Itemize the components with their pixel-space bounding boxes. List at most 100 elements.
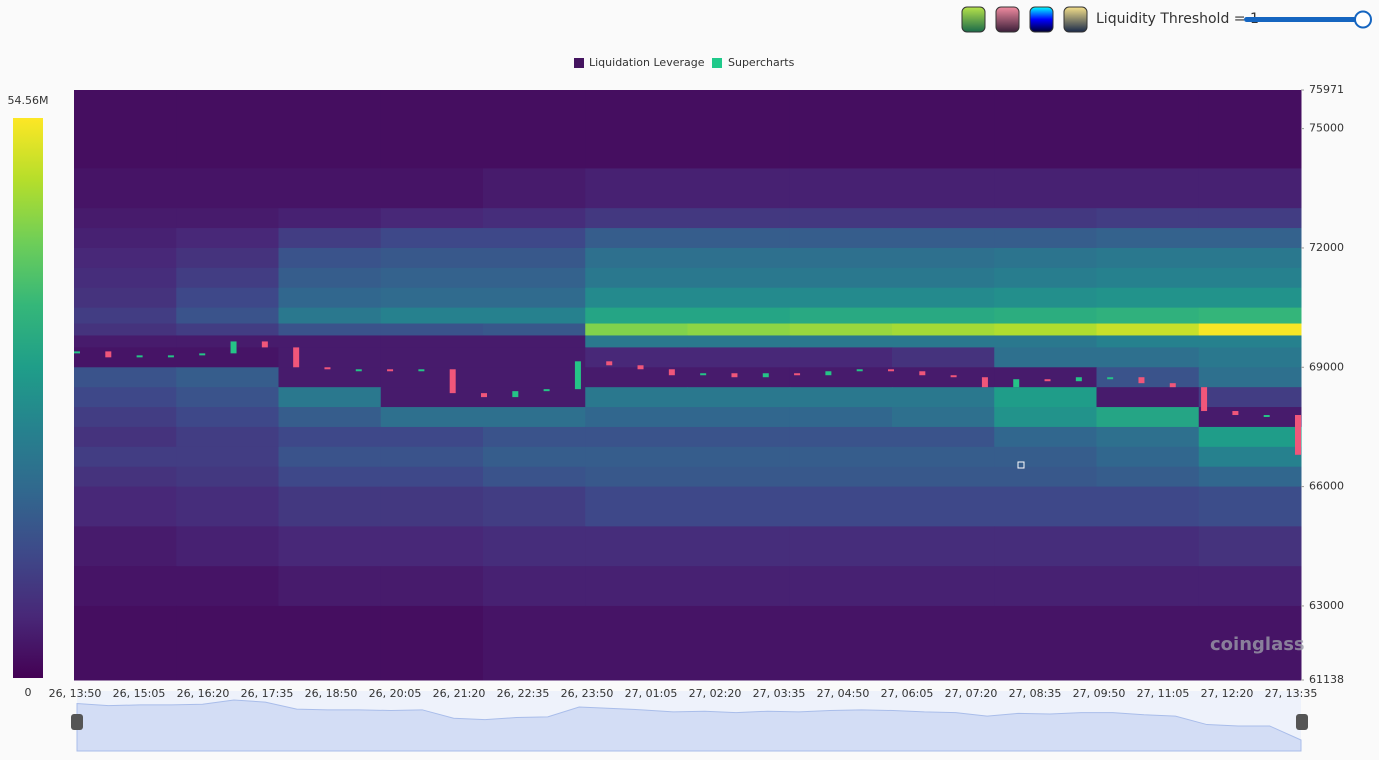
heat-cell	[483, 467, 586, 487]
threshold-slider[interactable]	[1244, 17, 1364, 22]
heat-cell	[1097, 168, 1200, 208]
heat-cell	[994, 347, 1097, 367]
heat-cell	[279, 308, 382, 324]
heat-cell	[279, 324, 382, 336]
heat-cell	[1097, 447, 1200, 467]
heat-cell	[483, 526, 586, 566]
heat-cell	[1199, 90, 1302, 169]
heat-cell	[892, 467, 995, 487]
heat-cell	[1199, 308, 1302, 324]
heat-cell	[688, 248, 791, 268]
heat-cell	[74, 447, 177, 467]
candle	[512, 391, 518, 397]
candle	[951, 375, 957, 377]
heat-cell	[74, 526, 177, 566]
heat-cell	[74, 367, 177, 387]
candle	[1170, 383, 1176, 387]
heat-cell	[381, 387, 484, 407]
heat-cell	[381, 168, 484, 208]
legend-label[interactable]: Supercharts	[728, 56, 795, 69]
x-tick-label: 26, 16:20	[177, 687, 230, 700]
heat-cell	[1199, 447, 1302, 467]
heat-cell	[585, 526, 688, 566]
candle	[481, 393, 487, 397]
heat-cell	[585, 335, 688, 347]
heat-cell	[483, 407, 586, 427]
heat-cell	[279, 208, 382, 228]
heat-cell	[892, 90, 995, 169]
candle	[105, 351, 111, 357]
heat-cell	[74, 324, 177, 336]
heat-cell	[790, 208, 893, 228]
color-bar-label: 54.56M	[8, 94, 49, 107]
x-tick-label: 27, 03:35	[753, 687, 806, 700]
heat-cell	[994, 387, 1097, 407]
heat-cell	[994, 467, 1097, 487]
heat-cell	[176, 90, 279, 169]
candle	[168, 355, 174, 357]
heat-cell	[483, 606, 586, 681]
heat-cell	[279, 467, 382, 487]
candle	[324, 367, 330, 369]
heat-cell	[790, 288, 893, 308]
slider-knob[interactable]	[1355, 12, 1371, 28]
x-tick-label: 26, 13:50	[49, 687, 102, 700]
heat-cell	[892, 387, 995, 407]
y-tick-label: 75000	[1309, 122, 1344, 135]
x-tick-label: 26, 15:05	[113, 687, 166, 700]
heat-cell	[892, 324, 995, 336]
heat-cell	[688, 606, 791, 681]
candle	[293, 347, 299, 367]
heat-cell	[483, 308, 586, 324]
heat-cell	[892, 487, 995, 527]
heat-cell	[483, 427, 586, 447]
heat-cell	[1097, 228, 1200, 248]
x-tick-label: 27, 06:05	[881, 687, 934, 700]
heat-cell	[74, 427, 177, 447]
heat-cell	[176, 228, 279, 248]
x-tick-label: 26, 23:50	[561, 687, 614, 700]
navigator-handle[interactable]	[1296, 714, 1308, 730]
heat-cell	[1097, 606, 1200, 681]
heat-cell	[1199, 526, 1302, 566]
heat-cell	[279, 447, 382, 467]
heat-cell	[1097, 208, 1200, 228]
y-tick-label: 69000	[1309, 360, 1344, 373]
heat-cell	[688, 387, 791, 407]
heat-cell	[381, 606, 484, 681]
candle	[1232, 411, 1238, 415]
heat-cell	[74, 228, 177, 248]
heat-cell	[381, 347, 484, 367]
legend-label[interactable]: Liquidation Leverage	[589, 56, 705, 69]
candle	[1045, 379, 1051, 381]
heat-cell	[994, 208, 1097, 228]
heat-cell	[790, 228, 893, 248]
heat-cell	[1199, 228, 1302, 248]
heat-cell	[381, 268, 484, 288]
x-tick-label: 27, 04:50	[817, 687, 870, 700]
heat-cell	[790, 367, 893, 387]
heat-cell	[994, 487, 1097, 527]
threshold-label: Liquidity Threshold = 1	[1096, 11, 1259, 27]
heat-cell	[176, 308, 279, 324]
heat-cell	[688, 467, 791, 487]
candle	[982, 377, 988, 387]
heat-cell	[688, 487, 791, 527]
color-scheme-button[interactable]	[996, 7, 1019, 32]
heat-cell	[483, 248, 586, 268]
color-scheme-button[interactable]	[1030, 7, 1053, 32]
navigator-handle[interactable]	[71, 714, 83, 730]
color-scheme-button[interactable]	[1064, 7, 1087, 32]
heat-cell	[381, 335, 484, 347]
heat-cell	[994, 526, 1097, 566]
color-scheme-button[interactable]	[962, 7, 985, 32]
heat-cell	[1097, 90, 1200, 169]
heat-cell	[585, 387, 688, 407]
watermark: coinglass	[1210, 634, 1305, 655]
heat-cell	[994, 90, 1097, 169]
x-tick-label: 26, 18:50	[305, 687, 358, 700]
heat-cell	[790, 268, 893, 288]
heat-cell	[381, 367, 484, 387]
heat-cell	[1097, 347, 1200, 367]
heat-cell	[892, 248, 995, 268]
